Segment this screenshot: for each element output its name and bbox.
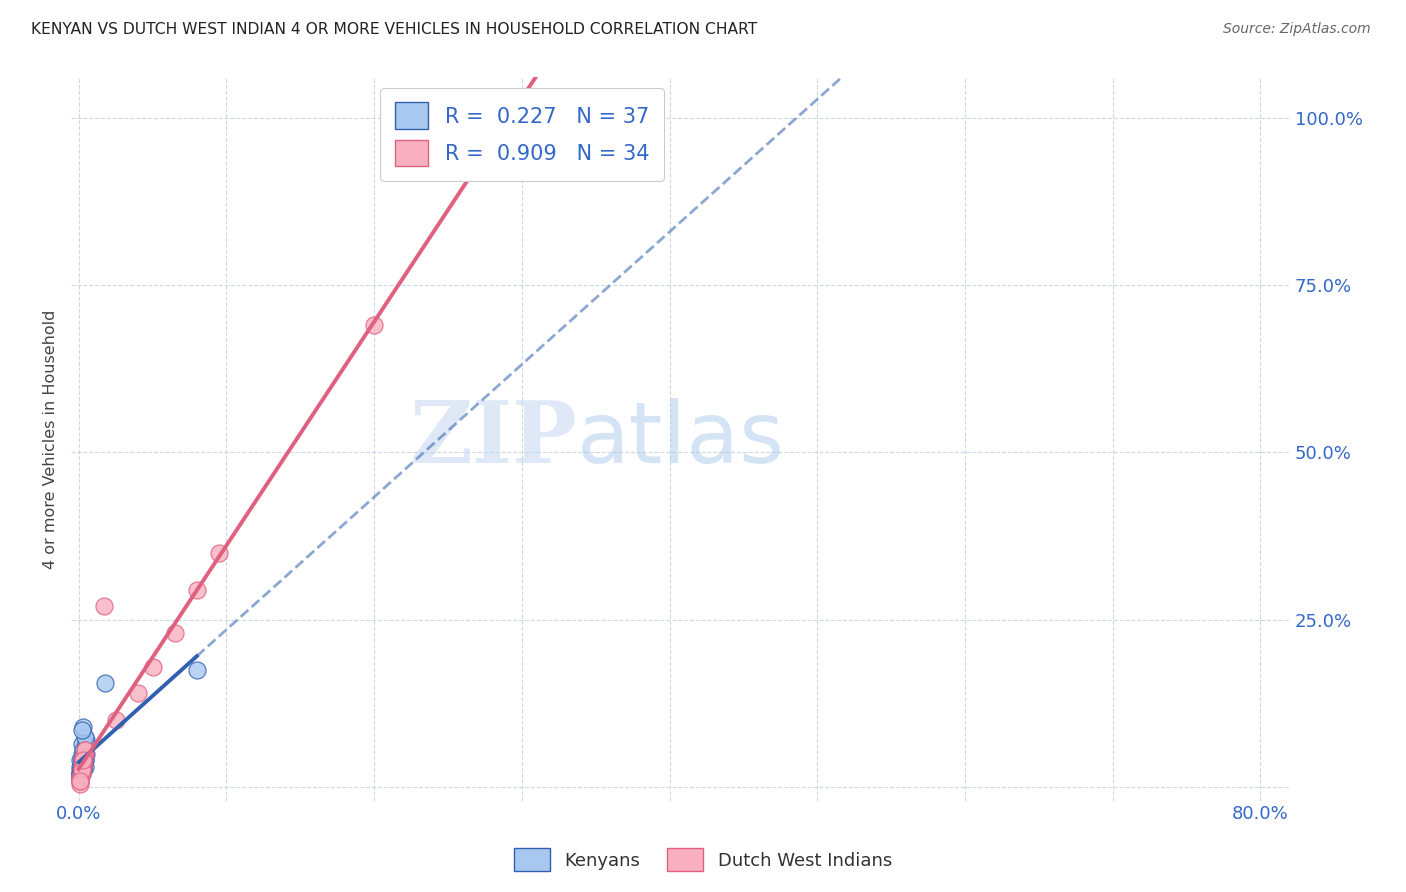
Point: [72, 754, 94, 768]
Point: [73, 754, 96, 768]
Point: [69, 773, 91, 788]
Point: [70, 747, 93, 761]
Point: [70, 767, 93, 781]
Point: [75, 737, 97, 751]
Point: [69, 773, 91, 788]
Point: [70, 760, 93, 774]
Point: [72, 760, 94, 774]
Point: [70, 764, 93, 778]
Point: [72, 756, 94, 771]
Point: [72, 754, 94, 768]
Point: [72, 756, 94, 771]
Point: [69, 760, 91, 774]
Point: [363, 318, 385, 333]
Point: [69, 773, 91, 788]
Point: [142, 659, 165, 673]
Point: [70, 754, 93, 768]
Point: [70, 760, 93, 774]
Point: [70, 760, 93, 774]
Point: [73, 747, 96, 761]
Legend: Kenyans, Dutch West Indians: Kenyans, Dutch West Indians: [506, 841, 900, 879]
Point: [73, 740, 96, 755]
Point: [70, 764, 93, 778]
Point: [72, 756, 94, 771]
Point: [72, 754, 94, 768]
Point: [186, 663, 208, 677]
Y-axis label: 4 or more Vehicles in Household: 4 or more Vehicles in Household: [44, 310, 58, 569]
Point: [72, 720, 94, 734]
Point: [73, 730, 96, 744]
Point: [69, 770, 91, 784]
Text: atlas: atlas: [576, 398, 785, 481]
Point: [69, 764, 91, 778]
Point: [186, 582, 208, 597]
Point: [69, 777, 91, 791]
Point: [75, 733, 97, 747]
Point: [73, 743, 96, 757]
Point: [70, 767, 93, 781]
Point: [72, 754, 94, 768]
Point: [72, 764, 94, 778]
Point: [73, 747, 96, 761]
Point: [93, 599, 115, 614]
Point: [72, 760, 94, 774]
Point: [72, 754, 94, 768]
Point: [73, 760, 96, 774]
Point: [70, 754, 93, 768]
Point: [94, 676, 117, 690]
Point: [127, 686, 149, 700]
Point: [69, 770, 91, 784]
Point: [69, 770, 91, 784]
Point: [70, 760, 93, 774]
Point: [72, 743, 94, 757]
Legend: R =  0.227   N = 37, R =  0.909   N = 34: R = 0.227 N = 37, R = 0.909 N = 34: [381, 87, 664, 181]
Point: [73, 743, 96, 757]
Point: [75, 747, 97, 761]
Point: [70, 737, 93, 751]
Point: [70, 764, 93, 778]
Text: KENYAN VS DUTCH WEST INDIAN 4 OR MORE VEHICLES IN HOUSEHOLD CORRELATION CHART: KENYAN VS DUTCH WEST INDIAN 4 OR MORE VE…: [31, 22, 758, 37]
Point: [208, 546, 231, 560]
Point: [72, 756, 94, 771]
Text: ZIP: ZIP: [409, 397, 576, 481]
Point: [69, 754, 91, 768]
Point: [72, 760, 94, 774]
Point: [72, 754, 94, 768]
Point: [69, 767, 91, 781]
Point: [69, 767, 91, 781]
Point: [70, 764, 93, 778]
Point: [70, 764, 93, 778]
Point: [73, 754, 96, 768]
Point: [70, 764, 93, 778]
Text: Source: ZipAtlas.com: Source: ZipAtlas.com: [1223, 22, 1371, 37]
Point: [163, 626, 186, 640]
Point: [104, 713, 127, 727]
Point: [72, 750, 94, 764]
Point: [73, 747, 96, 761]
Point: [69, 767, 91, 781]
Point: [69, 773, 91, 788]
Point: [70, 723, 93, 738]
